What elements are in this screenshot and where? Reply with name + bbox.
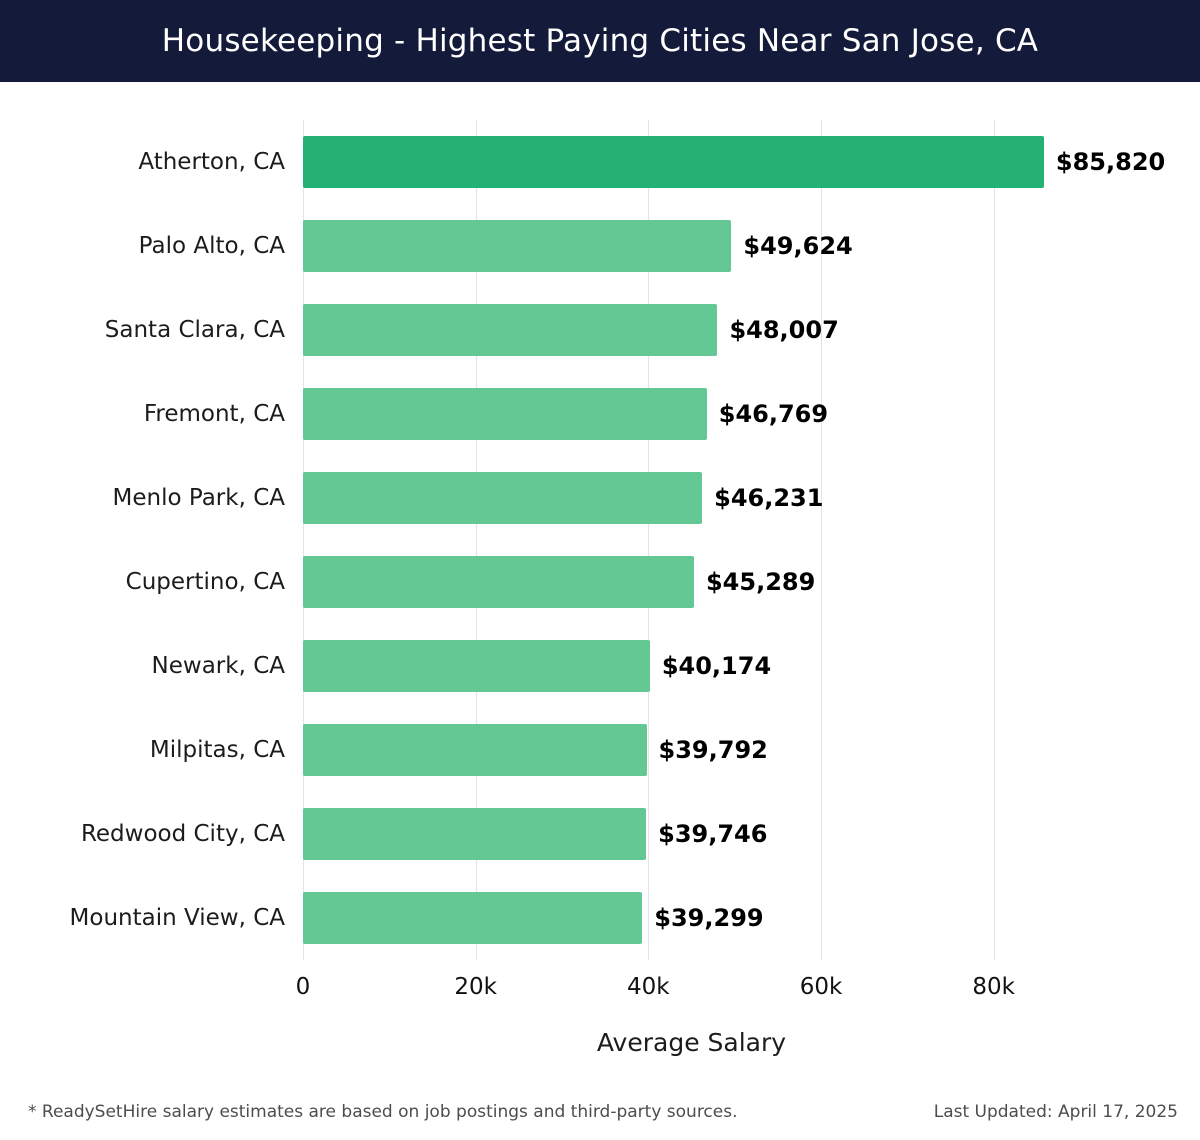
x-tick-label: 80k <box>972 974 1015 1000</box>
value-label: $49,624 <box>743 232 853 260</box>
bar-row: Redwood City, CA $39,746 <box>81 792 1080 876</box>
bar <box>303 640 650 692</box>
category-label: Santa Clara, CA <box>104 317 285 343</box>
grid-line <box>993 120 995 960</box>
category-label: Redwood City, CA <box>80 821 285 847</box>
value-label: $46,769 <box>718 400 829 428</box>
grid-line <box>475 120 477 960</box>
footer: * ReadySetHire salary estimates are base… <box>28 1102 1178 1122</box>
grid-line <box>820 120 822 960</box>
bar <box>303 892 643 944</box>
category-label: Newark, CA <box>151 653 285 679</box>
bar <box>303 808 647 860</box>
bar-row: Atherton, CA $85,820 <box>138 120 1165 204</box>
bar-row: Newark, CA $40,174 <box>152 624 1080 708</box>
bar-row: Milpitas, CA $39,792 <box>150 708 1080 792</box>
bar <box>303 388 707 440</box>
category-label: Mountain View, CA <box>69 905 285 931</box>
x-tick-label: 0 <box>295 974 311 1000</box>
bar-chart: Atherton, CA $85,820 Palo Alto, CA $49,624 S… <box>0 82 1200 1057</box>
bar-row: Santa Clara, CA $48,007 <box>105 288 1080 372</box>
x-tick-label: 40k <box>627 974 670 1000</box>
last-updated: Last Updated: April 17, 2025 <box>933 1102 1178 1122</box>
bar <box>303 472 703 524</box>
category-label: Menlo Park, CA <box>112 485 285 511</box>
category-label: Milpitas, CA <box>149 737 285 763</box>
category-label: Atherton, CA <box>138 149 285 175</box>
x-tick-label: 20k <box>454 974 497 1000</box>
bar <box>303 220 732 272</box>
x-tick-label: 60k <box>799 974 843 1000</box>
value-label: $46,231 <box>714 484 824 512</box>
bar-row: Mountain View, CA $39,299 <box>70 876 1080 960</box>
bar <box>303 724 647 776</box>
x-axis-label: Average Salary <box>596 1028 787 1057</box>
bar-row: Menlo Park, CA $46,231 <box>113 456 1080 540</box>
bar <box>303 136 1044 188</box>
category-label: Cupertino, CA <box>125 569 285 595</box>
bar <box>303 556 694 608</box>
value-label: $39,299 <box>654 904 764 932</box>
grid-line <box>648 120 650 960</box>
gridlines <box>303 120 1080 960</box>
bar <box>303 304 718 356</box>
x-axis: 0 20k 40k 60k 80k <box>296 960 1080 1012</box>
value-label: $85,820 <box>1055 148 1166 176</box>
bar-row: Cupertino, CA $45,289 <box>126 540 1080 624</box>
grid-line <box>303 120 304 960</box>
bar-row: Fremont, CA $46,769 <box>144 372 1080 456</box>
chart-title: Housekeeping - Highest Paying Cities Nea… <box>161 23 1039 59</box>
value-label: $45,289 <box>705 568 816 596</box>
value-label: $40,174 <box>661 652 772 680</box>
value-label: $39,792 <box>658 736 768 764</box>
header: Housekeeping - Highest Paying Cities Nea… <box>0 0 1200 82</box>
value-label: $39,746 <box>658 820 768 848</box>
bar-row: Palo Alto, CA $49,624 <box>139 204 1080 288</box>
value-label: $48,007 <box>729 316 839 344</box>
source-note: * ReadySetHire salary estimates are base… <box>28 1102 738 1122</box>
category-label: Palo Alto, CA <box>138 233 285 259</box>
bar-rows: Atherton, CA $85,820 Palo Alto, CA $49,624 S… <box>70 120 1165 960</box>
category-label: Fremont, CA <box>143 401 285 427</box>
plot-area: Atherton, CA $85,820 Palo Alto, CA $49,624 S… <box>70 120 1165 960</box>
